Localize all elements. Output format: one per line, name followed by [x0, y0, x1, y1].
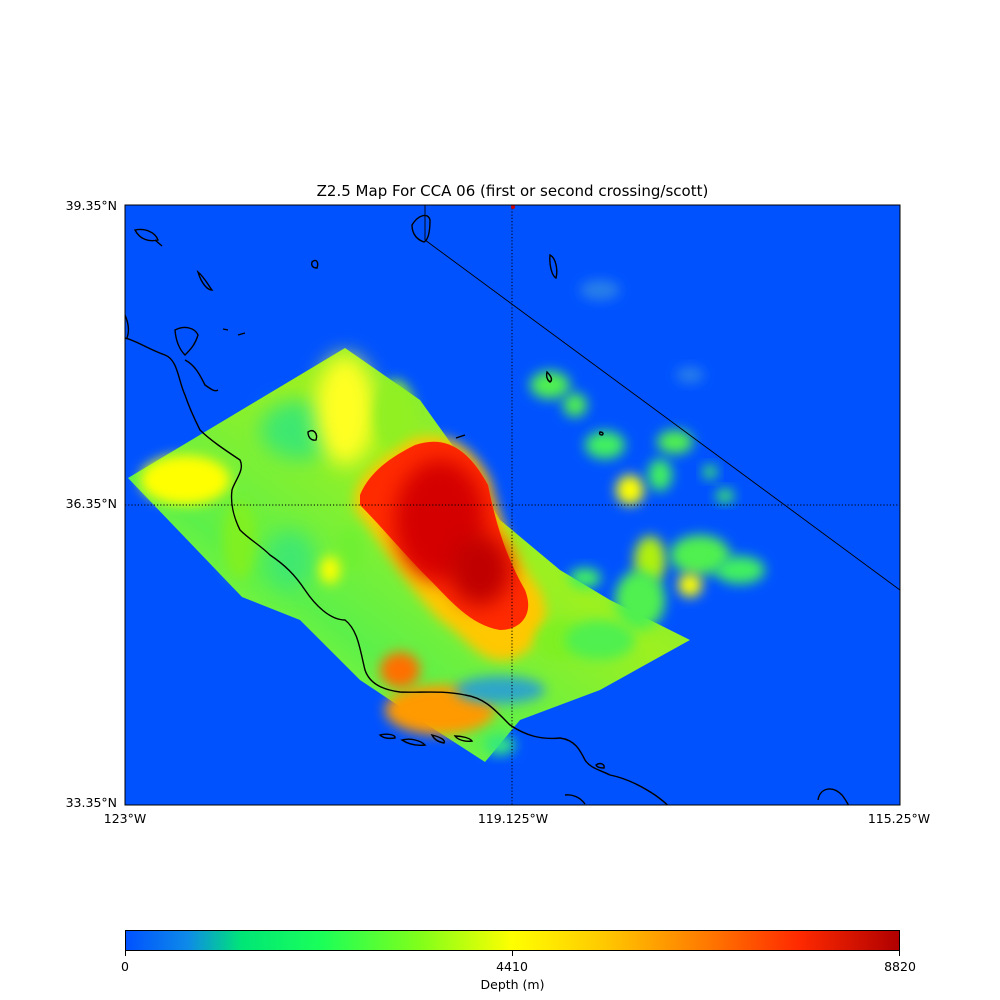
- lat-label-bottom: 33.35°N: [65, 795, 117, 810]
- colorbar-tick-0: [125, 951, 126, 956]
- colorbar: [125, 930, 900, 951]
- colorbar-tick-2: [899, 951, 900, 956]
- lon-label-left: 123°W: [103, 811, 147, 826]
- colorbar-tick-label-0: 0: [121, 959, 129, 974]
- depth-region-basin: [355, 436, 546, 661]
- colorbar-tick-label-2: 8820: [884, 959, 916, 974]
- colorbar-label: Depth (m): [480, 977, 545, 992]
- lon-label-right: 115.25°W: [867, 811, 931, 826]
- map-frame: [124, 204, 901, 806]
- lon-label-mid: 119.125°W: [477, 811, 549, 826]
- colorbar-tick-1: [512, 951, 513, 956]
- lat-label-top: 39.35°N: [65, 198, 117, 213]
- depth-region-east: [530, 280, 765, 660]
- state-boundary: [424, 239, 900, 591]
- map-title: Z2.5 Map For CCA 06 (first or second cro…: [316, 182, 709, 200]
- colorbar-tick-label-1: 4410: [496, 959, 528, 974]
- lat-label-mid: 36.35°N: [65, 496, 117, 511]
- coastline: [125, 214, 850, 805]
